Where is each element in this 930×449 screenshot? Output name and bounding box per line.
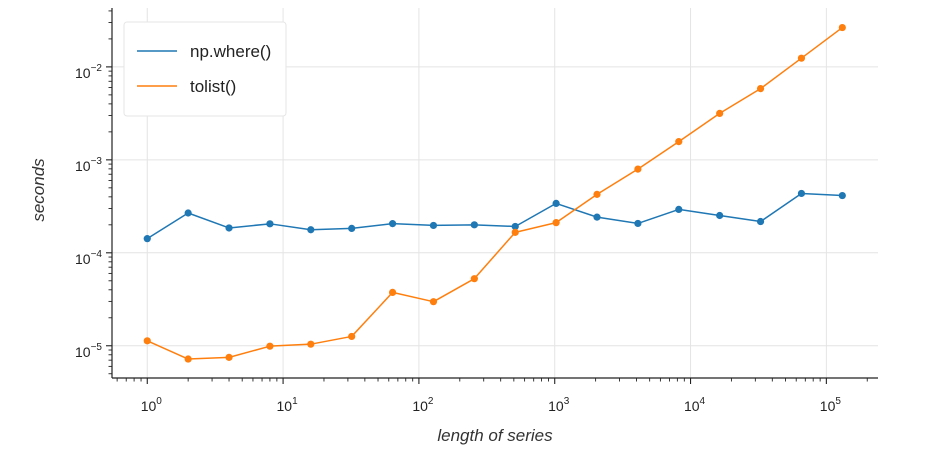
data-point-tolist bbox=[470, 275, 478, 283]
data-point-np-where bbox=[675, 205, 683, 214]
data-point-np-where bbox=[184, 209, 192, 217]
data-point-np-where bbox=[266, 220, 274, 228]
data-point-np-where bbox=[143, 235, 151, 243]
x-tick-label: 101 bbox=[277, 396, 299, 414]
data-point-np-where bbox=[225, 224, 233, 232]
data-point-np-where bbox=[716, 211, 724, 220]
x-tick-label: 103 bbox=[548, 396, 570, 414]
axes bbox=[111, 8, 878, 379]
data-point-tolist bbox=[675, 138, 683, 146]
data-point-tolist bbox=[552, 219, 560, 227]
data-point-tolist bbox=[716, 109, 724, 117]
x-axis-title: length of series bbox=[437, 426, 553, 445]
data-point-tolist bbox=[225, 353, 233, 361]
y-tick-label: 10−2 bbox=[75, 63, 102, 81]
legend: np.where() tolist() bbox=[123, 21, 287, 117]
data-point-np-where bbox=[634, 219, 642, 228]
x-tick-label: 102 bbox=[412, 396, 434, 414]
x-tick-label: 104 bbox=[684, 396, 706, 414]
data-point-np-where bbox=[797, 189, 806, 198]
y-tick-label: 10−5 bbox=[75, 342, 102, 360]
x-tick-label: 100 bbox=[141, 396, 163, 414]
data-point-tolist bbox=[348, 332, 356, 341]
series-line-tolist bbox=[146, 26, 843, 360]
data-point-np-where bbox=[756, 217, 765, 226]
data-point-tolist bbox=[634, 165, 642, 173]
data-point-tolist bbox=[307, 340, 315, 348]
series-layer bbox=[143, 23, 846, 363]
x-tick-label: 105 bbox=[820, 396, 842, 414]
data-point-np-where bbox=[348, 224, 356, 233]
legend-label-np-where: np.where() bbox=[190, 42, 271, 61]
data-point-tolist bbox=[429, 298, 438, 306]
data-point-np-where bbox=[388, 220, 397, 228]
data-point-np-where bbox=[429, 221, 438, 230]
legend-label-tolist: tolist() bbox=[190, 77, 236, 96]
legend-box bbox=[123, 21, 287, 117]
data-point-np-where bbox=[552, 199, 560, 207]
ticks bbox=[106, 10, 868, 384]
data-point-tolist bbox=[184, 355, 192, 363]
y-axis-title: seconds bbox=[29, 158, 48, 222]
data-point-np-where bbox=[593, 213, 601, 221]
data-point-tolist bbox=[143, 337, 151, 345]
data-point-np-where bbox=[838, 191, 846, 200]
data-point-tolist bbox=[266, 342, 274, 350]
data-point-np-where bbox=[470, 221, 478, 229]
y-tick-label: 10−3 bbox=[75, 156, 102, 174]
data-point-tolist bbox=[797, 54, 806, 62]
data-point-tolist bbox=[838, 23, 846, 32]
data-point-tolist bbox=[756, 85, 765, 93]
data-point-np-where bbox=[511, 222, 519, 231]
tick-labels: 100 101 102 103 104 105 10−5 10−4 10−3 10−2 bbox=[75, 63, 841, 414]
grid-lines bbox=[112, 8, 878, 378]
data-point-tolist bbox=[511, 228, 519, 236]
data-point-tolist bbox=[593, 190, 601, 198]
data-point-tolist bbox=[388, 288, 397, 297]
y-tick-label: 10−4 bbox=[75, 249, 102, 267]
data-point-np-where bbox=[307, 226, 315, 234]
series-line-np-where bbox=[146, 192, 843, 240]
